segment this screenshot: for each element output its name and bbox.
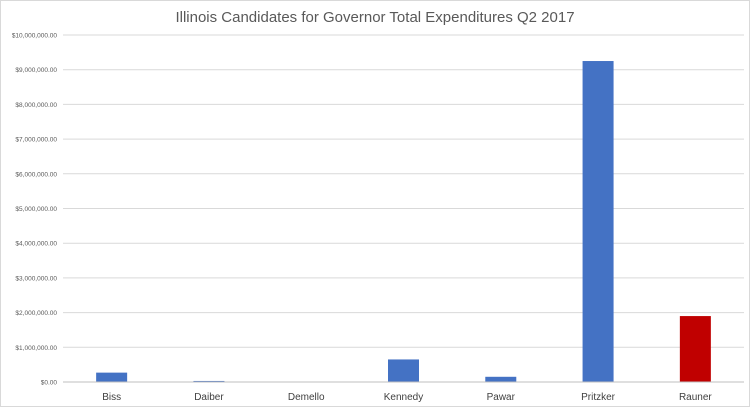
bars — [96, 61, 711, 383]
y-tick-label: $7,000,000.00 — [15, 137, 57, 144]
y-tick-label: $9,000,000.00 — [15, 67, 57, 74]
x-tick-label: Rauner — [679, 392, 712, 403]
y-tick-label: $6,000,000.00 — [15, 171, 57, 178]
y-tick-label: $5,000,000.00 — [15, 206, 57, 213]
bar-daiber — [193, 380, 225, 382]
bar-kennedy — [388, 359, 419, 382]
x-tick-label: Biss — [102, 392, 121, 403]
bar-biss — [96, 372, 128, 382]
x-tick-label: Pawar — [487, 392, 516, 403]
y-tick-label: $2,000,000.00 — [15, 310, 57, 317]
chart-title: Illinois Candidates for Governor Total E… — [175, 9, 574, 26]
bar-rauner — [679, 316, 711, 382]
y-axis-tick-labels: $0.00 $1,000,000.00 $2,000,000.00 $3,000,00… — [12, 33, 58, 387]
x-tick-label: Daiber — [194, 392, 224, 403]
y-tick-label: $0.00 — [41, 380, 58, 387]
x-axis-tick-labels: Biss Daiber Demello Kennedy Pawar Pritzker Rau… — [102, 392, 712, 403]
x-tick-label: Kennedy — [384, 392, 423, 403]
y-tick-label: $4,000,000.00 — [15, 241, 57, 248]
bar-pritzker — [582, 61, 614, 383]
y-tick-label: $10,000,000.00 — [12, 33, 58, 40]
y-tick-label: $8,000,000.00 — [15, 102, 57, 109]
bar-pawar — [485, 376, 517, 382]
y-tick-label: $3,000,000.00 — [15, 275, 57, 282]
gridlines — [63, 34, 744, 348]
x-tick-label: Pritzker — [581, 392, 616, 403]
x-tick-label: Demello — [288, 392, 325, 403]
y-tick-label: $1,000,000.00 — [15, 345, 57, 352]
